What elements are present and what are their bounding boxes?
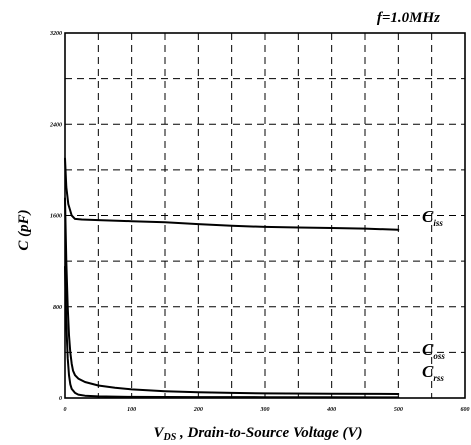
y-axis-title: C (pF) — [16, 209, 32, 250]
y-tick-labels: 0 800 1600 2400 3200 — [49, 31, 62, 402]
series-label-main: C — [422, 340, 434, 359]
series-line-oss — [64, 197, 400, 395]
x-axis-title-symbol: V — [153, 425, 165, 441]
x-tick-label: 100 — [127, 407, 136, 413]
series-label-oss: Coss — [422, 340, 445, 361]
x-tick-label: 400 — [326, 407, 336, 413]
series-label-subscript: iss — [433, 218, 443, 228]
x-tick-label: 500 — [394, 407, 403, 413]
x-axis-title-subscript: DS — [162, 432, 176, 443]
x-axis-title: VDS , Drain-to-Source Voltage (V) — [153, 425, 362, 443]
series-label-subscript: rss — [433, 373, 444, 383]
series-label-iss: Ciss — [422, 207, 443, 228]
y-tick-label: 1600 — [50, 214, 62, 220]
series-group — [64, 157, 400, 399]
x-tick-labels: 0 100 200 300 400 500 600 — [64, 407, 470, 413]
y-tick-label: 2400 — [49, 122, 62, 128]
y-tick-label: 3200 — [49, 31, 62, 37]
x-tick-label: 0 — [64, 407, 67, 413]
series-line-rss — [64, 265, 400, 399]
series-label-main: C — [422, 362, 434, 381]
frequency-annotation: f=1.0MHz — [377, 10, 440, 26]
series-label-rss: Crss — [422, 362, 444, 383]
series-line-iss — [64, 157, 400, 231]
x-tick-label: 200 — [193, 407, 203, 413]
y-tick-label: 0 — [59, 396, 62, 402]
series-label-main: C — [422, 207, 434, 226]
x-tick-label: 600 — [461, 407, 470, 413]
y-tick-label: 800 — [53, 305, 62, 311]
x-tick-label: 300 — [260, 407, 270, 413]
grid — [65, 33, 465, 398]
x-axis-title-rest: , Drain-to-Source Voltage (V) — [176, 425, 362, 441]
series-label-subscript: oss — [433, 351, 445, 361]
